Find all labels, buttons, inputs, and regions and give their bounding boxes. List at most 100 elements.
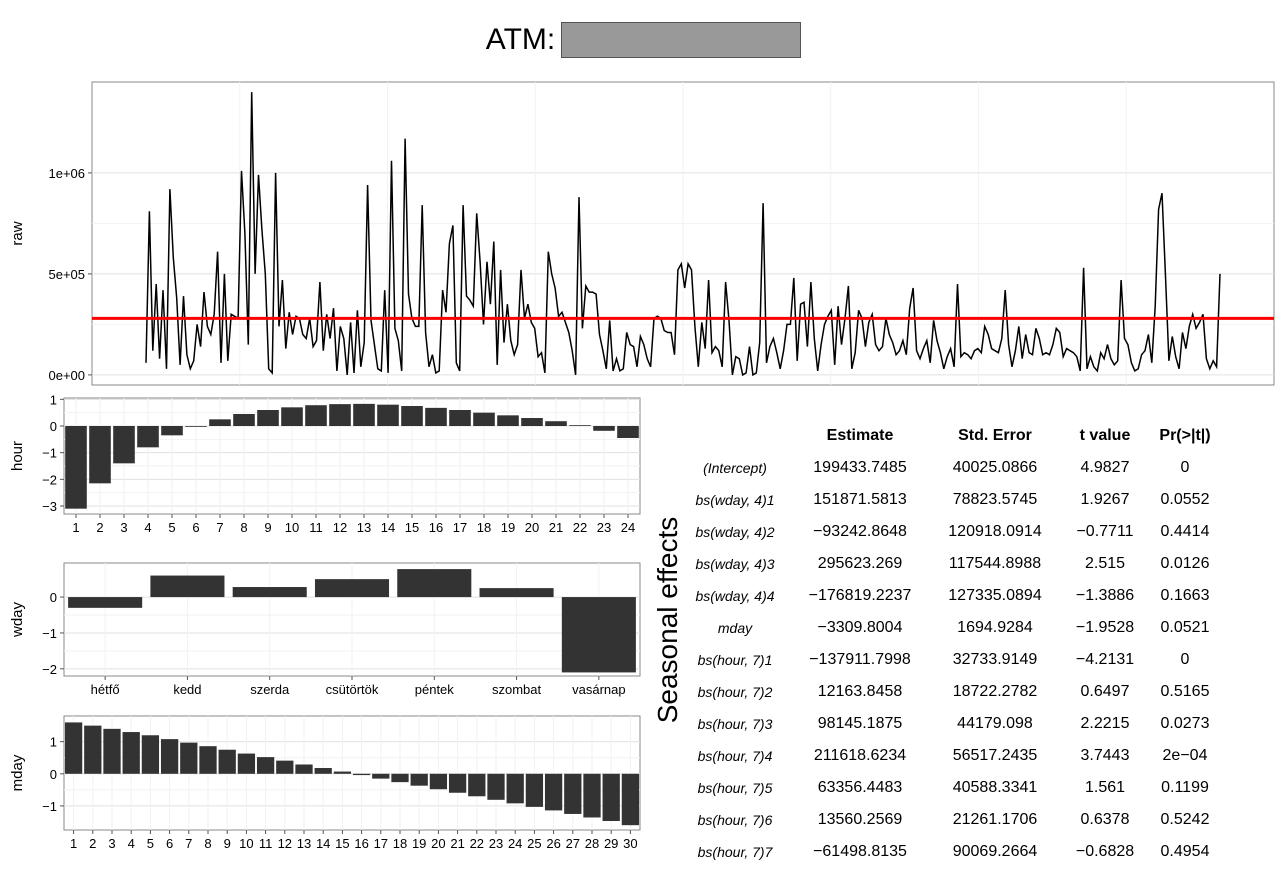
term-cell: mday [717, 620, 753, 636]
mday-xtick-label: 10 [239, 836, 253, 851]
hour-xtick-label: 1 [72, 520, 79, 535]
t-value-cell: 3.7443 [1080, 747, 1130, 764]
term-cell: bs(hour, 7)7 [697, 844, 773, 860]
hour-bar [137, 426, 159, 448]
hour-xtick-label: 24 [621, 520, 635, 535]
table-row: bs(wday, 4)2 −93242.8648 120918.0914 −0.771… [680, 516, 1240, 548]
mday-bar [487, 773, 505, 800]
hour-xtick-label: 10 [285, 520, 299, 535]
estimate-cell: 211618.6234 [813, 747, 907, 764]
mday-bar [506, 773, 524, 804]
mday-xtick-label: 19 [412, 836, 426, 851]
mday-xtick-label: 28 [585, 836, 599, 851]
std-error-cell: 127335.0894 [948, 587, 1042, 604]
hour-bar [449, 410, 471, 426]
wday-bar [479, 588, 554, 598]
hour-bar [497, 415, 519, 426]
mday-bar [237, 753, 256, 774]
hour-xtick-label: 11 [309, 520, 323, 535]
p-value-cell: 0.1199 [1161, 779, 1209, 796]
mday-bar [621, 773, 640, 826]
hour-bar [89, 426, 111, 484]
p-value-cell: 0.0273 [1160, 715, 1210, 732]
hour-panel-border [63, 397, 641, 515]
estimate-cell: −93242.8648 [813, 523, 907, 540]
t-value-cell: 2.2215 [1080, 715, 1130, 732]
wday-bar [150, 575, 225, 598]
mday-bar [391, 773, 409, 783]
estimate-cell: 98145.1875 [817, 715, 903, 732]
mday-xtick-label: 6 [166, 836, 173, 851]
mday-bar [410, 773, 428, 786]
mday-ytick-label: 0 [50, 767, 57, 782]
p-value-cell: 0.0552 [1160, 491, 1210, 508]
wday-ytick-label: −2 [42, 662, 57, 677]
table-row: bs(hour, 7)1 −137911.7998 32733.9149 −4.213… [680, 644, 1240, 676]
term-cell: bs(hour, 7)6 [697, 812, 773, 828]
estimate-cell: 151871.5813 [813, 491, 907, 508]
hour-xtick-label: 5 [168, 520, 175, 535]
t-value-cell: 0.6378 [1080, 811, 1130, 828]
std-error-cell: 1694.9284 [957, 619, 1033, 636]
hour-xtick-label: 2 [96, 520, 103, 535]
p-value-cell: 0.0126 [1160, 555, 1210, 572]
mday-bar [314, 768, 332, 774]
hour-ytick-label: −1 [42, 446, 57, 461]
std-error-cell: 56517.2435 [952, 747, 1038, 764]
mday-ylabel: mday [9, 754, 26, 791]
wday-xtick-label: hétfő [91, 682, 120, 697]
mday-bar [84, 725, 102, 774]
hour-bar [545, 421, 567, 426]
mday-bar [295, 764, 313, 774]
estimate-cell: −3309.8004 [817, 619, 903, 636]
hour-bar [113, 426, 135, 464]
hour-ytick-label: −3 [42, 499, 57, 514]
mday-bar [141, 735, 160, 774]
hour-xtick-label: 15 [405, 520, 419, 535]
estimate-cell: −137911.7998 [809, 651, 911, 668]
hour-xtick-label: 12 [333, 520, 347, 535]
hour-bar [473, 412, 495, 426]
mday-panel-border [63, 715, 641, 831]
table-row: bs(hour, 7)5 63356.4483 40588.3341 1.561 0.1… [680, 772, 1240, 804]
mday-bar [468, 773, 486, 797]
hour-bar [329, 404, 351, 426]
estimate-cell: 12163.8458 [817, 683, 903, 700]
hour-ytick-label: −2 [42, 472, 57, 487]
hour-bar [185, 426, 207, 427]
table-row: bs(hour, 7)7 −61498.8135 90069.2664 −0.6828… [680, 836, 1240, 868]
std-error-cell: 18722.2782 [952, 683, 1038, 700]
coefficients-table: Estimate Std. Error t value Pr(>|t|) (In… [680, 420, 1240, 868]
mday-xtick-label: 3 [108, 836, 115, 851]
hour-xtick-label: 3 [120, 520, 127, 535]
hour-xtick-label: 21 [549, 520, 563, 535]
table-row: bs(wday, 4)4 −176819.2237 127335.0894 −1.38… [680, 580, 1240, 612]
t-value-cell: −1.3886 [1075, 587, 1135, 604]
hour-xtick-label: 6 [192, 520, 199, 535]
mday-xtick-label: 24 [508, 836, 522, 851]
wday-xtick-label: kedd [173, 682, 201, 697]
mday-bar [429, 773, 448, 790]
raw-panel: 0e+00 5e+05 1e+06 raw [9, 81, 1275, 386]
mday-bar [103, 728, 121, 774]
mday-xtick-label: 7 [185, 836, 192, 851]
table-header-row: Estimate Std. Error t value Pr(>|t|) [680, 420, 1240, 452]
term-cell: bs(hour, 7)2 [697, 684, 773, 700]
hour-xtick-label: 17 [453, 520, 467, 535]
table-row: bs(hour, 7)3 98145.1875 44179.098 2.2215 0.0… [680, 708, 1240, 740]
table-row: bs(wday, 4)3 295623.269 117544.8988 2.515 0.… [680, 548, 1240, 580]
std-error-cell: 90069.2664 [952, 843, 1038, 860]
t-value-cell: 4.9827 [1080, 459, 1130, 476]
hour-bar [353, 403, 375, 426]
mday-bar [256, 757, 275, 774]
raw-ytick-label: 5e+05 [48, 267, 85, 282]
mday-xtick-label: 21 [450, 836, 464, 851]
mday-bar [564, 773, 582, 814]
mday-xtick-label: 8 [204, 836, 211, 851]
mday-xtick-label: 15 [335, 836, 349, 851]
std-error-cell: 120918.0914 [948, 523, 1042, 540]
mday-bar [64, 722, 83, 774]
